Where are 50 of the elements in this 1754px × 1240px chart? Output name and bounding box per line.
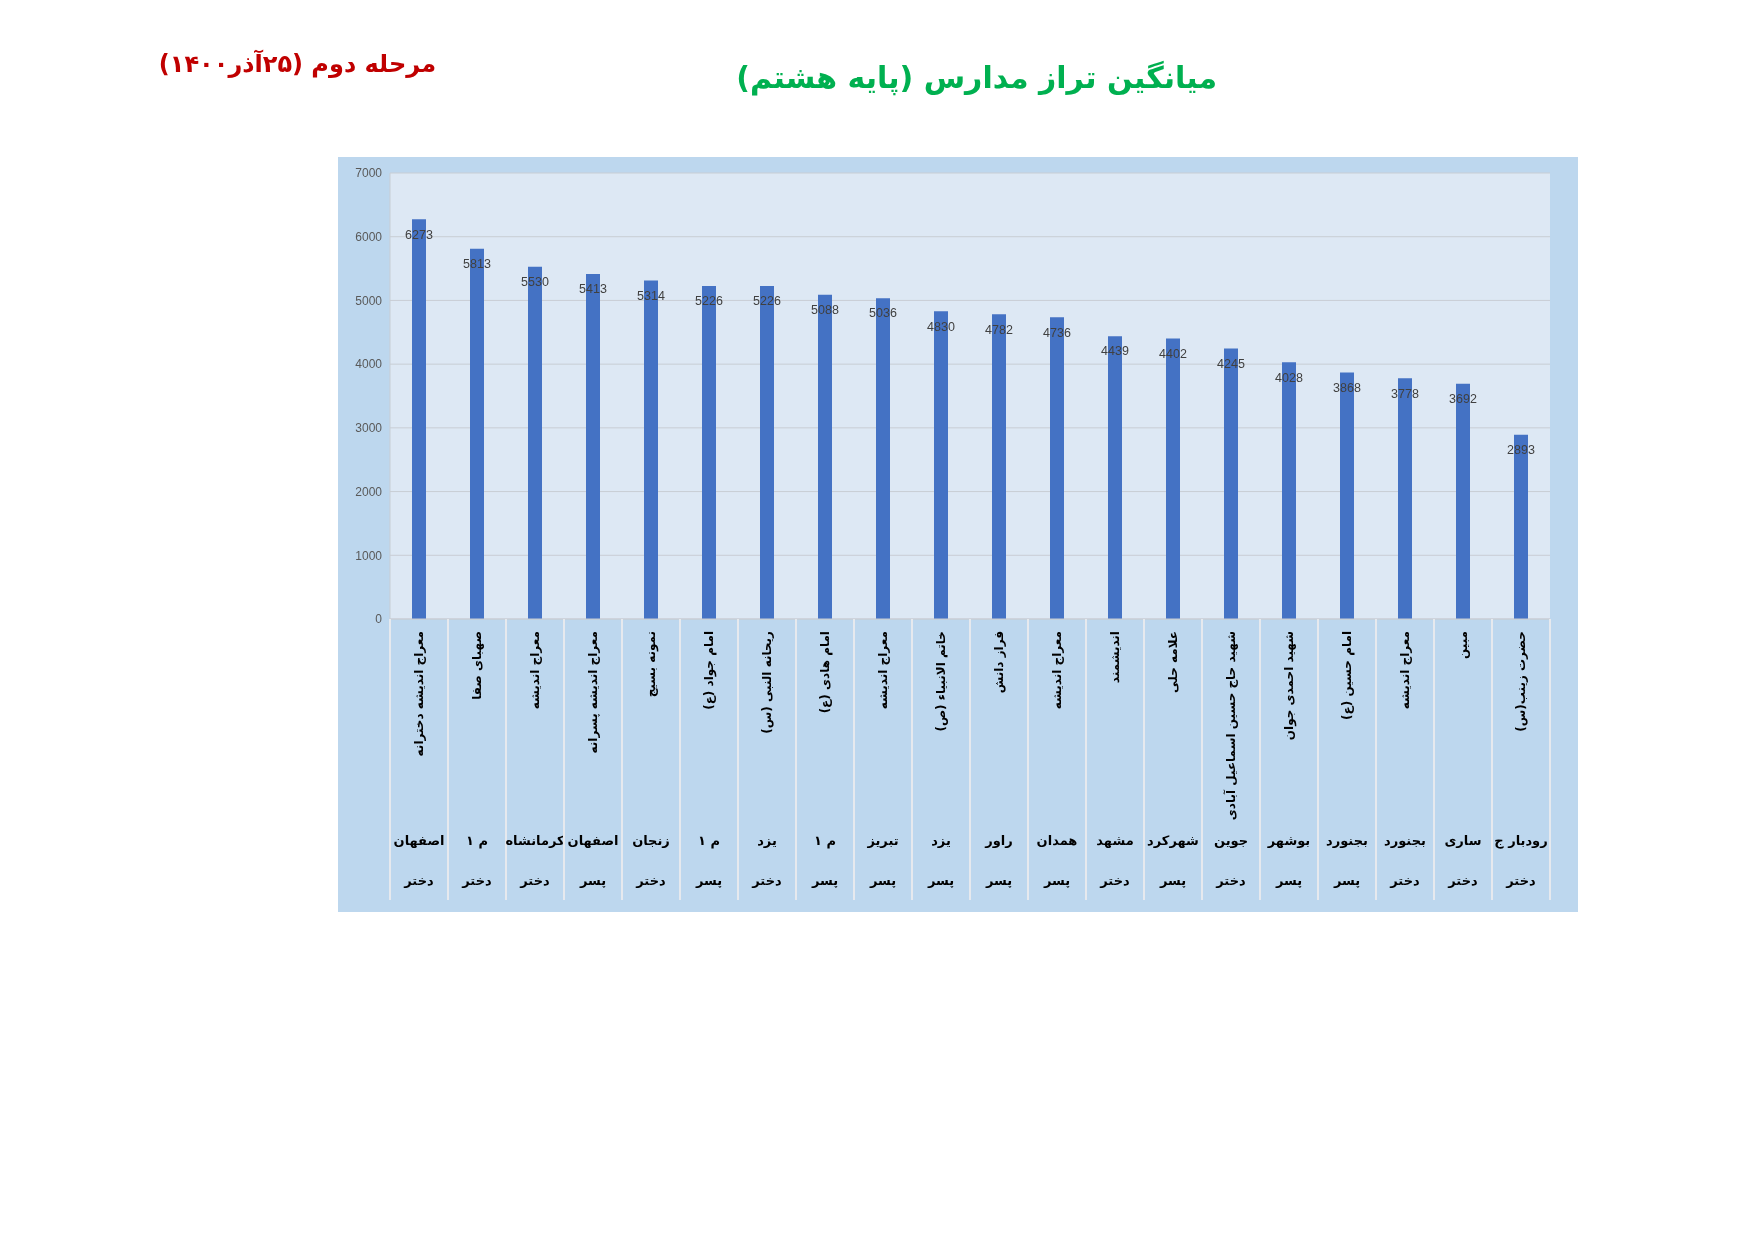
- data-label: 3692: [1449, 392, 1477, 407]
- category-label: حضرت زینب(س) رودبار ج دختر: [1494, 631, 1548, 888]
- y-tick-label: 2000: [355, 484, 383, 499]
- category-label: خاتم الانبیاء (ص) یزد پسر: [927, 631, 955, 888]
- data-label: 5530: [521, 274, 549, 289]
- chart-title: میانگین تراز مدارس (پایه هشتم): [736, 60, 1217, 95]
- data-label: 5314: [637, 288, 665, 303]
- chart-subtitle: مرحله دوم (۲۵آذر۱۴۰۰): [158, 50, 436, 78]
- data-label: 4782: [985, 322, 1013, 337]
- category-label: شهید احمدی جوان بوشهر پسر: [1267, 631, 1311, 888]
- category-label: معراج اندیشه پسرانه اصفهان پسر: [567, 631, 619, 888]
- category-label: معراج اندیشه بجنورد دختر: [1384, 631, 1426, 888]
- data-label: 5088: [811, 303, 839, 318]
- category-label: معراج اندیشه دخترانه اصفهان دختر: [393, 631, 445, 888]
- category-label: ریحانه النبی (س) یزد دختر: [752, 631, 782, 888]
- data-label: 4830: [927, 319, 955, 334]
- category-label: معراج اندیشه همدان پسر: [1036, 631, 1078, 888]
- category-label: شهید حاج حسین اسماعیل آبادی جوین دختر: [1213, 631, 1249, 888]
- category-label: اندیشمند مشهد دختر: [1096, 631, 1134, 888]
- y-tick-label: 7000: [355, 166, 383, 181]
- y-tick-label: 1000: [355, 548, 383, 563]
- data-label: 5226: [695, 294, 723, 309]
- category-label: امام جواد (ع) م ۱ پسر: [695, 631, 723, 888]
- category-label: امام حسین (ع) بجنورد پسر: [1326, 631, 1368, 888]
- y-tick-label: 5000: [355, 293, 383, 308]
- data-label: 5226: [753, 294, 781, 309]
- category-label: امام هادی (ع) م ۱ پسر: [811, 631, 839, 888]
- category-label: معراج اندیشه کرمانشاه دختر: [505, 631, 565, 888]
- y-tick-label: 4000: [355, 357, 383, 372]
- data-label: 4028: [1275, 370, 1303, 385]
- category-label: فراز دانش راور پسر: [985, 631, 1013, 888]
- data-label: 6273: [405, 227, 433, 242]
- data-label: 5036: [869, 306, 897, 321]
- data-label: 2893: [1507, 442, 1535, 457]
- data-label: 3778: [1391, 386, 1419, 401]
- y-tick-label: 6000: [355, 229, 383, 244]
- data-label: 4402: [1159, 346, 1187, 361]
- category-label: صهبای صفا م ۱ دختر: [462, 631, 492, 888]
- data-label: 4245: [1217, 356, 1245, 371]
- category-label: معراج اندیشه تبریز پسر: [867, 631, 899, 888]
- category-label: نمونه بسیج زنجان دختر: [632, 631, 670, 888]
- y-tick-label: 3000: [355, 421, 383, 436]
- data-label: 5813: [463, 256, 491, 271]
- category-label: علامه حلی شهرکرد پسر: [1147, 631, 1199, 888]
- data-label: 4439: [1101, 344, 1129, 359]
- category-label: مبین ساری دختر: [1444, 631, 1482, 888]
- data-label: 5413: [579, 282, 607, 297]
- data-label: 4736: [1043, 325, 1071, 340]
- y-tick-label: 0: [375, 612, 383, 627]
- data-label: 3868: [1333, 380, 1361, 395]
